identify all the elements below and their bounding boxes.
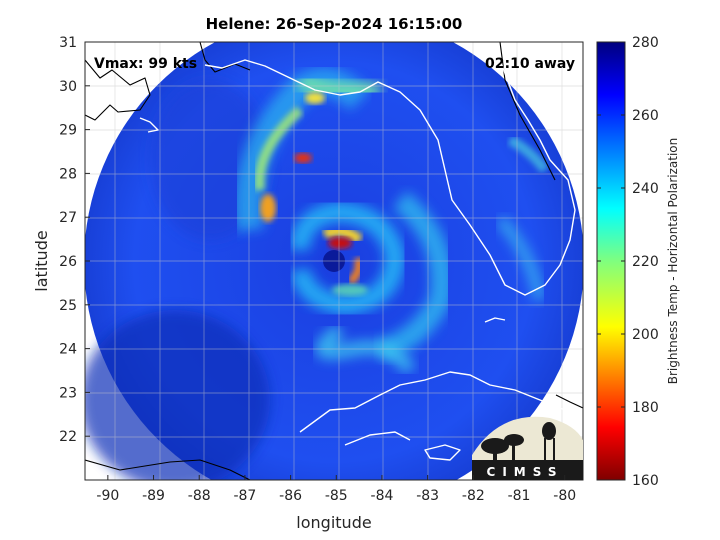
x-tick-label: -87	[233, 488, 256, 504]
x-tick-label: -84	[371, 488, 394, 504]
y-tick-label: 31	[59, 35, 77, 51]
x-axis-label: longitude	[296, 513, 371, 532]
plot-area	[85, 42, 583, 480]
chart-title: Helene: 26-Sep-2024 16:15:00	[206, 15, 463, 33]
y-tick-label: 28	[59, 166, 77, 182]
colorbar-tick-label: 220	[632, 254, 659, 270]
y-axis-label: latitude	[32, 230, 51, 291]
y-tick-label: 26	[59, 254, 77, 270]
grid	[85, 42, 583, 480]
x-tick-label: -86	[279, 488, 302, 504]
x-tick-label: -81	[508, 488, 531, 504]
vmax-label: Vmax: 99 kts	[94, 56, 197, 72]
x-tick-label: -89	[142, 488, 165, 504]
colorbar-tick-label: 180	[632, 400, 659, 416]
x-tick-label: -88	[188, 488, 211, 504]
y-tick-label: 23	[59, 385, 77, 401]
coastlines	[85, 42, 583, 480]
colorbar-tick-label: 280	[632, 35, 659, 51]
x-tick-label: -82	[462, 488, 485, 504]
cimss-logo: CIMSS	[472, 416, 583, 480]
y-tick-label: 24	[59, 342, 77, 358]
colorbar-tick-label: 200	[632, 327, 659, 343]
x-tick-label: -85	[325, 488, 348, 504]
colorbar-tick-label: 160	[632, 473, 659, 489]
y-tick-label: 22	[59, 429, 77, 445]
x-tick-label: -83	[416, 488, 439, 504]
colorbar-tick-label: 240	[632, 181, 659, 197]
x-tick-label: -80	[553, 488, 576, 504]
x-tick-label: -90	[96, 488, 119, 504]
time-away-label: 02:10 away	[485, 56, 575, 72]
y-axis: 22 23 24 25 26 27 28 29 30 31	[59, 35, 90, 445]
colorbar-label: Brightness Temp - Horizontal Polarizatio…	[666, 138, 680, 385]
y-tick-label: 29	[59, 123, 77, 139]
x-axis: -90 -89 -88 -87 -86 -85 -84 -83 -82 -81 -80	[96, 475, 576, 504]
cimss-logo-text: CIMSS	[487, 465, 564, 479]
colorbar-tick-label: 260	[632, 108, 659, 124]
y-tick-label: 25	[59, 298, 77, 314]
colorbar: 160 180 200 220 240 260 280 Brightness Temp - …	[596, 35, 680, 489]
y-tick-label: 30	[59, 79, 77, 95]
colorbar-ticks: 160 180 200 220 240 260 280	[597, 35, 659, 489]
y-tick-label: 27	[59, 210, 77, 226]
colorbar-gradient	[596, 41, 626, 481]
